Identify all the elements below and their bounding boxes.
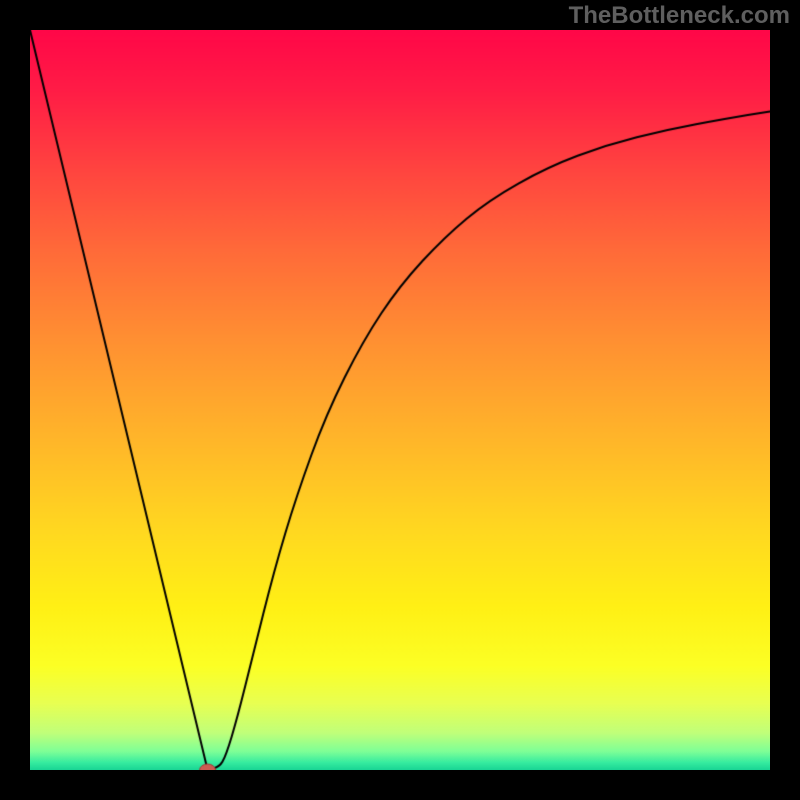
watermark-text: TheBottleneck.com: [569, 2, 790, 30]
chart-container: TheBottleneck.com: [0, 0, 800, 800]
plot-area: [30, 30, 770, 770]
plot-canvas: [30, 30, 770, 770]
